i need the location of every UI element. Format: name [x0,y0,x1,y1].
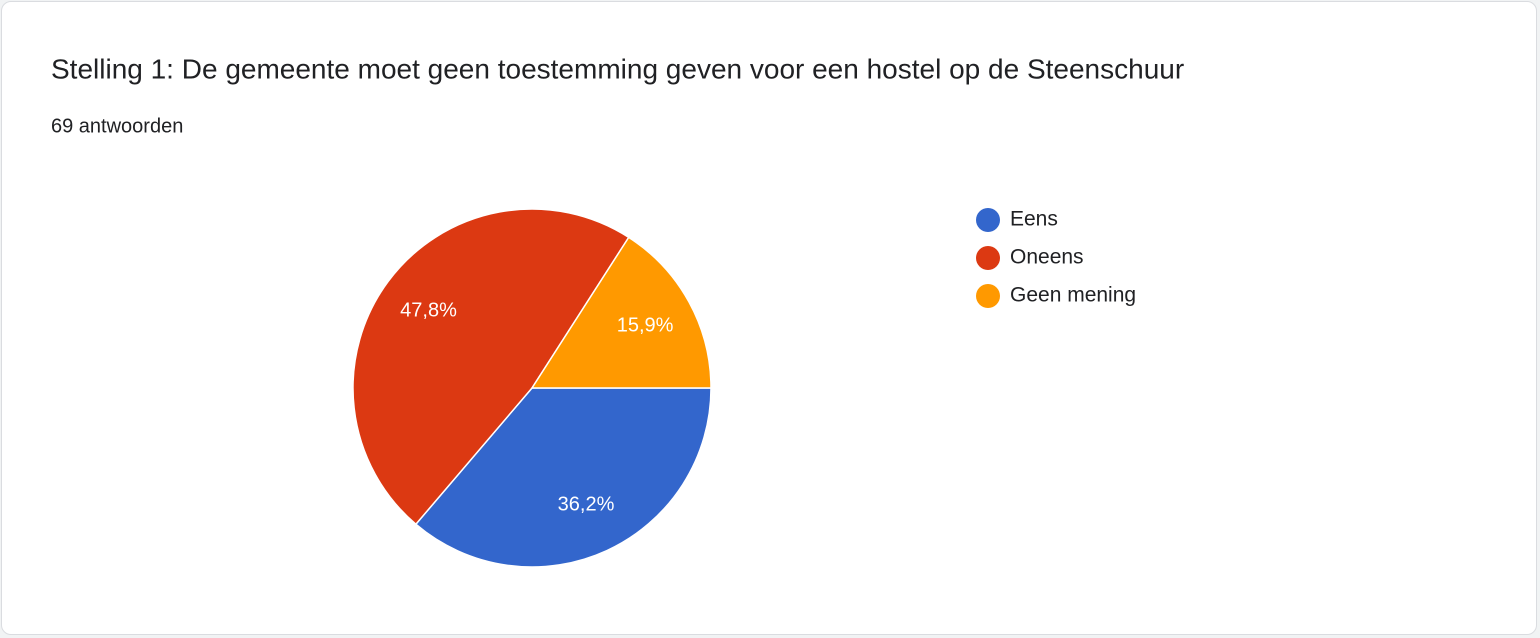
legend-label: Oneens [1010,246,1084,269]
pie-slice [414,387,712,568]
legend-marker [976,284,1000,308]
pie-slice [530,236,712,389]
legend-label: Geen mening [1010,284,1136,307]
chart-title: Stelling 1: De gemeente moet geen toeste… [51,53,1184,84]
slice-label: 15,9% [617,314,674,336]
legend-marker [976,246,1000,270]
legend-label: Eens [1010,208,1058,231]
slice-label: 47,8% [400,299,457,321]
slice-label: 36,2% [558,493,615,515]
pie-slice [352,208,630,526]
legend-marker [976,208,1000,232]
chart-subtitle: 69 antwoorden [51,115,183,137]
